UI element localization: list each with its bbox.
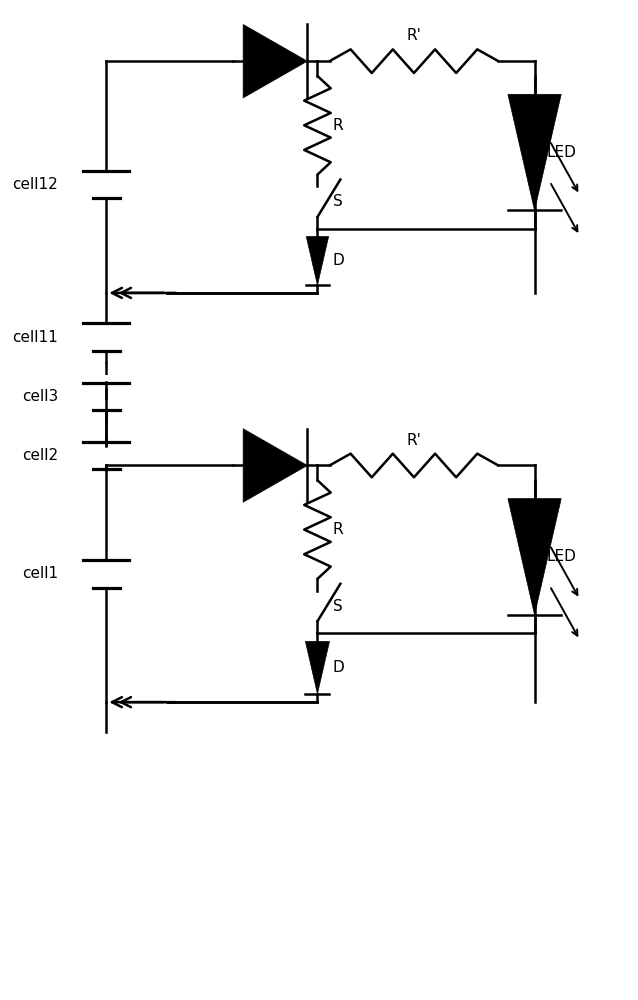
- Polygon shape: [243, 24, 308, 98]
- Text: D: D: [332, 660, 345, 675]
- Text: LED: LED: [547, 549, 577, 564]
- Text: cell2: cell2: [22, 448, 58, 463]
- Polygon shape: [508, 499, 561, 615]
- Text: R: R: [332, 118, 343, 133]
- Text: R': R': [406, 433, 421, 448]
- Text: S: S: [332, 599, 342, 614]
- Polygon shape: [306, 237, 329, 285]
- Text: LED: LED: [547, 145, 577, 160]
- Text: cell3: cell3: [22, 389, 58, 404]
- Text: cell11: cell11: [12, 330, 58, 345]
- Text: cell1: cell1: [22, 566, 58, 581]
- Polygon shape: [508, 94, 561, 210]
- Polygon shape: [243, 429, 308, 502]
- Text: D: D: [332, 253, 345, 268]
- Text: R': R': [406, 28, 421, 43]
- Polygon shape: [306, 641, 329, 694]
- Text: R: R: [332, 522, 343, 537]
- Text: S: S: [332, 194, 342, 209]
- Text: cell12: cell12: [12, 177, 58, 192]
